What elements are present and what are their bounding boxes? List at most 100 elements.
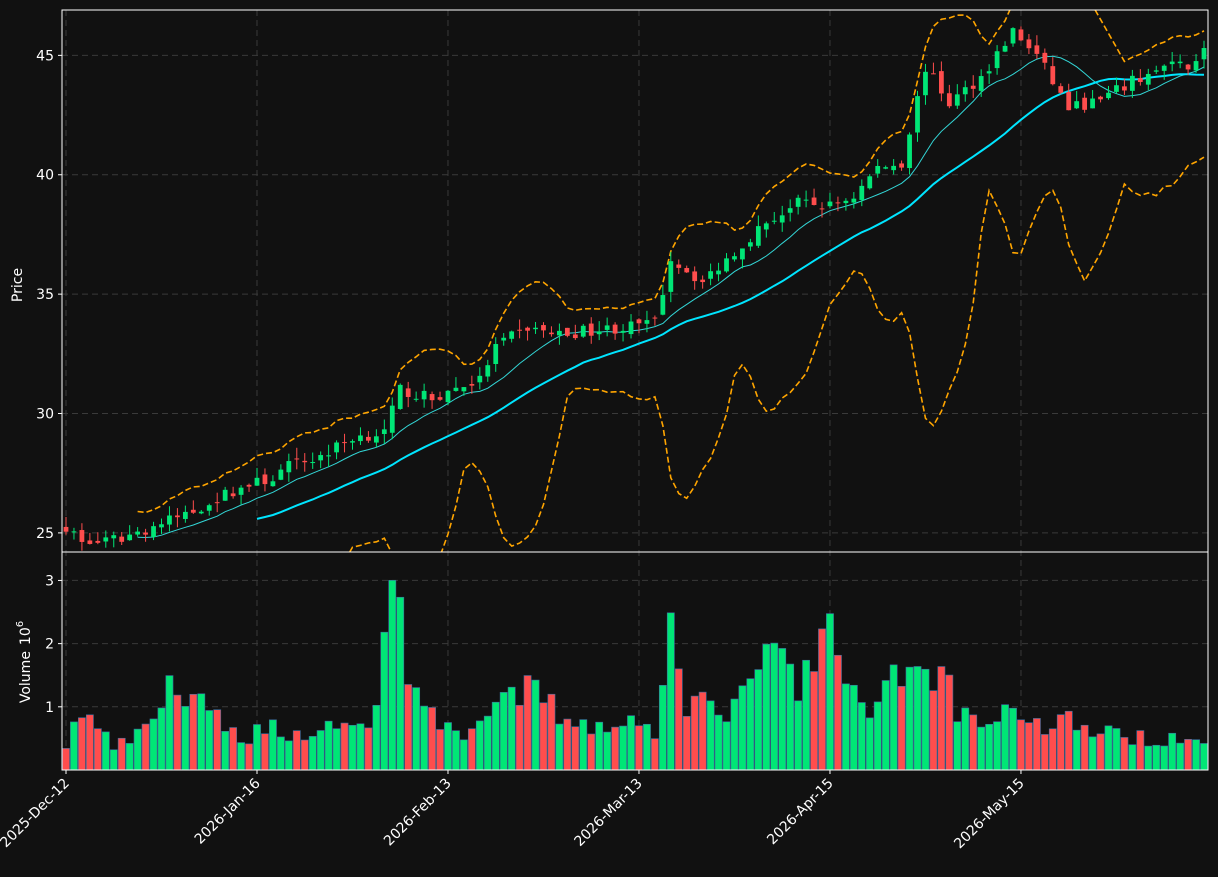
candle-body xyxy=(190,509,196,513)
candle-body xyxy=(1185,64,1191,70)
volume-bar xyxy=(237,742,245,770)
volume-bar xyxy=(969,714,978,770)
volume-bar xyxy=(1001,704,1009,770)
candle-body xyxy=(628,321,634,335)
candle-body xyxy=(986,71,992,74)
volume-bar xyxy=(388,579,397,770)
volume-bar xyxy=(611,726,619,770)
candle-body xyxy=(270,481,276,487)
volume-tick-label: 3 xyxy=(45,573,54,589)
candle-body xyxy=(978,76,984,91)
volume-bar xyxy=(714,714,723,770)
volume-bar xyxy=(738,685,747,770)
candle-body xyxy=(111,535,117,539)
volume-bar xyxy=(229,727,238,770)
candle-body xyxy=(962,87,968,95)
candle-body xyxy=(835,202,841,204)
candle-body xyxy=(859,185,865,200)
candle-body xyxy=(1153,70,1159,72)
volume-bar xyxy=(85,714,94,770)
volume-bar xyxy=(324,720,333,770)
candle-body xyxy=(1018,29,1024,41)
volume-bar xyxy=(269,719,277,770)
volume-bar xyxy=(173,694,182,770)
candle-body xyxy=(1002,45,1008,52)
volume-bar xyxy=(125,743,134,770)
price-tick-label: 30 xyxy=(36,407,54,423)
volume-bar xyxy=(834,654,842,770)
candle-body xyxy=(1058,86,1064,93)
candle-body xyxy=(302,460,308,463)
candle-body xyxy=(644,320,650,324)
candle-body xyxy=(970,85,976,89)
volume-bar xyxy=(348,724,357,770)
volume-bar xyxy=(428,707,436,770)
volume-bar xyxy=(356,723,365,770)
volume-bar xyxy=(1064,710,1073,770)
volume-axis-label: Volume 106 xyxy=(15,621,34,703)
candle-body xyxy=(931,73,936,75)
volume-bar xyxy=(117,737,126,770)
volume-bar xyxy=(746,678,755,770)
volume-bar xyxy=(1176,742,1185,770)
candle-body xyxy=(87,540,93,544)
candle-body xyxy=(222,489,228,501)
volume-bar xyxy=(619,725,627,770)
volume-bar xyxy=(1040,734,1049,770)
volume-bar xyxy=(539,702,548,770)
volume-bar xyxy=(690,695,699,770)
candle-body xyxy=(954,94,960,106)
price-tick-label: 45 xyxy=(36,48,54,64)
volume-bar xyxy=(698,691,707,770)
volume-bar xyxy=(674,668,683,770)
volume-bar xyxy=(651,738,659,770)
volume-bar xyxy=(1112,728,1121,770)
volume-bar xyxy=(276,736,285,770)
volume-bar xyxy=(467,728,476,770)
candle-body xyxy=(938,71,944,94)
volume-bar xyxy=(332,728,341,770)
volume-bar xyxy=(523,675,532,770)
volume-bar xyxy=(865,717,874,770)
volume-bar xyxy=(666,612,675,770)
candle-body xyxy=(787,208,793,213)
volume-bar xyxy=(452,730,460,770)
volume-bar xyxy=(141,723,150,770)
candle-body xyxy=(923,71,928,96)
candle-body xyxy=(135,531,141,535)
volume-bar xyxy=(507,686,516,770)
volume-bar xyxy=(1184,738,1192,770)
candle-body xyxy=(1050,66,1056,85)
candle-body xyxy=(1106,92,1111,99)
candle-body xyxy=(771,220,777,222)
volume-bar xyxy=(531,679,540,770)
candle-body xyxy=(684,268,690,273)
candle-body xyxy=(286,461,292,473)
price-tick-label: 40 xyxy=(36,168,54,184)
volume-bar xyxy=(794,700,803,770)
candle-body xyxy=(732,256,737,260)
candle-body xyxy=(119,536,125,542)
candle-body xyxy=(469,384,475,386)
candle-body xyxy=(1193,61,1199,71)
candle-body xyxy=(803,199,809,201)
volume-bar xyxy=(483,715,492,770)
candle-body xyxy=(453,387,459,391)
volume-bar xyxy=(1104,725,1113,770)
volume-bar xyxy=(730,698,739,770)
volume-bar xyxy=(1152,744,1161,770)
candle-body xyxy=(636,319,642,324)
candle-body xyxy=(413,398,419,400)
volume-bar xyxy=(873,701,882,770)
candle-body xyxy=(660,295,666,315)
volume-bar xyxy=(1072,729,1081,770)
candle-body xyxy=(811,197,817,205)
candle-body xyxy=(198,511,204,514)
candle-body xyxy=(151,526,156,538)
volume-bar xyxy=(308,736,317,770)
price-tick-label: 35 xyxy=(36,287,54,303)
candle-body xyxy=(843,200,849,204)
volume-bar xyxy=(316,730,325,770)
candle-body xyxy=(1177,61,1183,64)
